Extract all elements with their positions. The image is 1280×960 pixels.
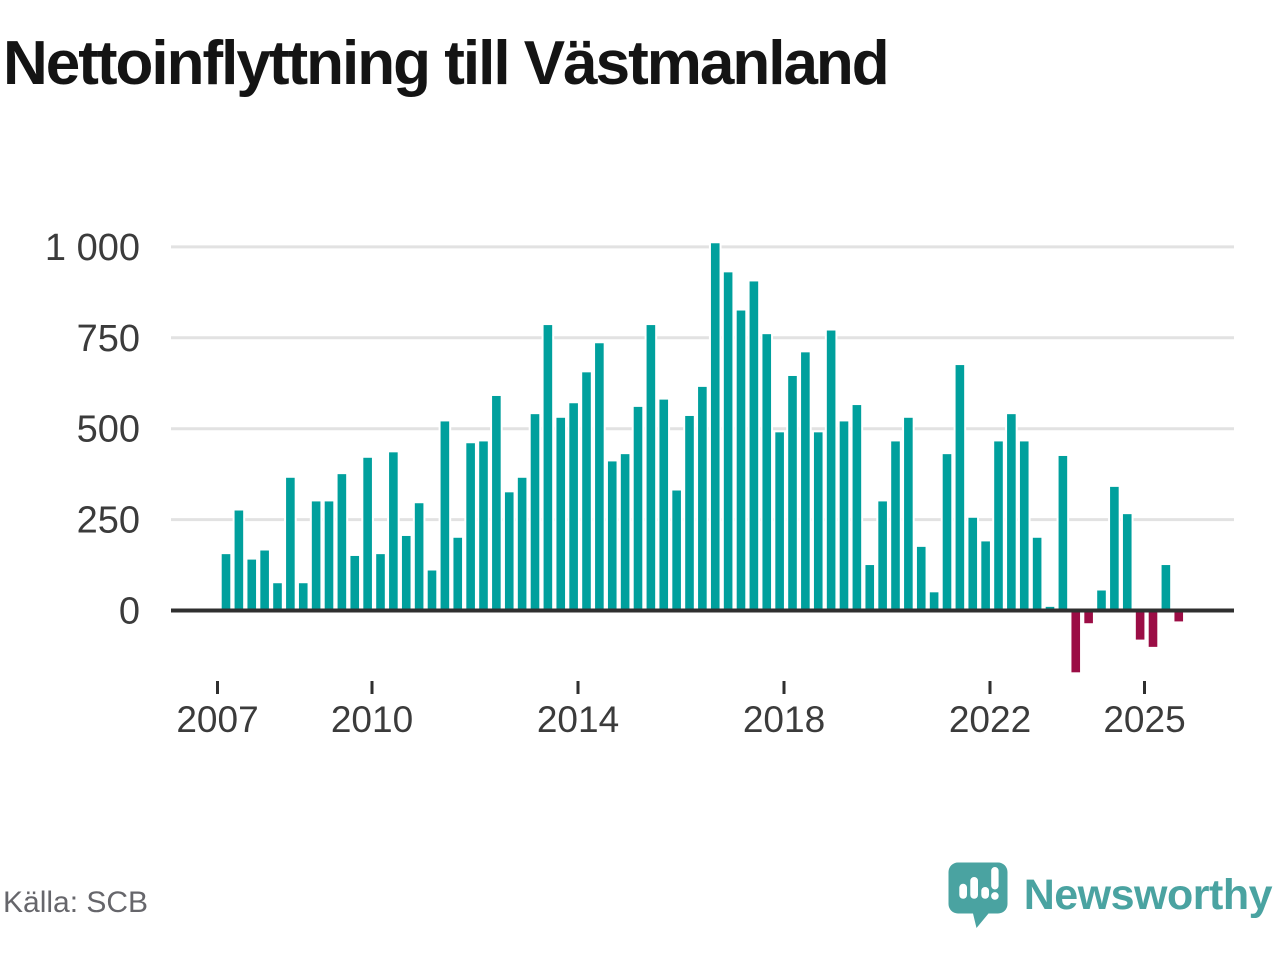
y-tick-label: 250 <box>77 500 140 542</box>
bar <box>595 343 604 611</box>
bar <box>1097 590 1106 611</box>
bar <box>839 421 849 611</box>
bar <box>826 330 836 611</box>
bar <box>517 477 527 611</box>
bar <box>530 414 540 611</box>
x-tick-label: 2022 <box>949 699 1031 740</box>
bar <box>324 501 334 611</box>
logo-bar-3 <box>981 887 989 899</box>
bar <box>414 503 424 611</box>
bar <box>736 310 746 611</box>
bar <box>607 461 617 611</box>
bar <box>672 490 681 611</box>
bar <box>401 535 411 611</box>
bar <box>685 415 694 611</box>
y-tick-label: 1 000 <box>45 227 140 269</box>
bar <box>1019 441 1029 611</box>
bar <box>865 565 875 611</box>
logo-exclamation-dot <box>990 892 999 900</box>
bar <box>904 417 913 611</box>
bar <box>633 406 643 611</box>
bar <box>260 550 269 611</box>
bar <box>929 592 939 611</box>
bar <box>852 405 862 611</box>
bar <box>955 365 965 611</box>
bar <box>891 441 900 611</box>
logo-exclamation-bar <box>990 867 999 890</box>
bar <box>775 432 784 611</box>
bar <box>762 334 772 611</box>
bar <box>298 583 308 611</box>
bar <box>582 372 591 611</box>
bar <box>389 452 398 611</box>
bar-negative <box>1071 610 1081 673</box>
x-tick-label: 2007 <box>176 699 258 740</box>
bar <box>247 559 257 611</box>
bar <box>556 417 566 611</box>
bar <box>788 375 797 611</box>
bar <box>981 541 990 611</box>
newsworthy-logo-icon <box>948 862 1008 928</box>
bar <box>994 441 1003 611</box>
bar-negative <box>1084 610 1093 624</box>
bar <box>273 583 282 611</box>
bar <box>1007 414 1016 611</box>
bar <box>569 403 578 611</box>
logo-bar-2 <box>970 877 978 899</box>
bar <box>466 443 475 611</box>
x-tick-label: 2025 <box>1103 699 1185 740</box>
bar <box>813 432 823 611</box>
chart-title: Nettoinflyttning till Västmanland <box>3 29 890 98</box>
bar <box>620 454 630 611</box>
bar-negative <box>1174 610 1184 622</box>
bar <box>942 454 952 611</box>
y-tick-label: 0 <box>119 591 140 633</box>
bar <box>337 474 347 611</box>
bar <box>723 272 733 611</box>
bar <box>286 477 295 611</box>
bar <box>878 501 887 611</box>
bar <box>1058 455 1068 611</box>
bar <box>801 352 810 611</box>
bar <box>1032 537 1042 611</box>
bar <box>646 325 656 611</box>
bar <box>543 325 553 611</box>
bar <box>363 457 372 611</box>
logo-bar-1 <box>959 883 967 899</box>
bar <box>453 537 463 611</box>
bar <box>1161 565 1171 611</box>
bar <box>234 510 244 611</box>
bar <box>916 546 926 611</box>
bar <box>710 243 720 611</box>
bar <box>968 517 978 611</box>
y-tick-label: 500 <box>77 409 140 451</box>
newsworthy-logo: Newsworthy <box>948 862 1273 932</box>
newsworthy-wordmark: Newsworthy <box>1023 871 1273 919</box>
x-tick-label: 2014 <box>537 699 619 740</box>
bar-negative <box>1135 610 1145 640</box>
x-tick-label: 2018 <box>743 699 825 740</box>
bar <box>698 386 707 611</box>
logo-bubble-shape <box>948 862 1008 928</box>
source-note: Källa: SCB <box>3 886 149 919</box>
bar <box>376 554 385 611</box>
bar <box>221 554 231 611</box>
bar <box>492 395 501 611</box>
bar <box>427 570 437 611</box>
bar <box>479 441 488 611</box>
bar <box>1122 514 1132 611</box>
bar <box>659 399 669 611</box>
x-tick-label: 2010 <box>331 699 413 740</box>
bar <box>504 492 514 611</box>
bar-negative <box>1148 610 1158 647</box>
y-tick-label: 750 <box>77 318 140 360</box>
bar <box>311 501 321 611</box>
bar <box>1110 486 1119 611</box>
bar <box>749 281 759 611</box>
bar-chart: 0 250 500 750 1 000 2007 2010 2014 2018 2022 2025 <box>45 227 1234 740</box>
bar <box>440 421 450 611</box>
bar <box>350 555 360 611</box>
